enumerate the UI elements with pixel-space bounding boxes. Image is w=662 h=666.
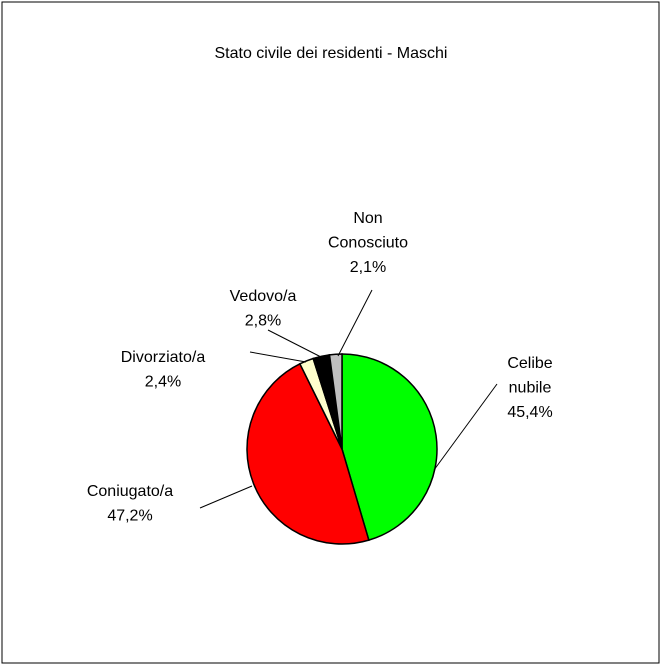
leader-line [337, 289, 373, 357]
category-label: Coniugato/a [87, 483, 173, 500]
leader-line [267, 329, 322, 358]
pie-slice [246, 362, 370, 545]
pie-slice [341, 353, 438, 542]
value-label: 45,4% [507, 404, 552, 421]
leader-line [199, 485, 253, 509]
leader-line [249, 351, 307, 363]
category-label: Celibe nubile [507, 355, 552, 397]
chart-title: Stato civile dei residenti - Maschi [215, 45, 448, 62]
pie-slice [328, 353, 343, 450]
value-label: 2,4% [145, 374, 181, 391]
category-label: Non Conosciuto [328, 210, 408, 252]
value-label: 47,2% [107, 508, 152, 525]
value-label: 2,8% [245, 313, 281, 330]
value-label: 2,1% [350, 259, 386, 276]
category-label: Vedovo/a [230, 288, 297, 305]
leader-line [433, 383, 498, 471]
category-label: Divorziato/a [121, 349, 206, 366]
